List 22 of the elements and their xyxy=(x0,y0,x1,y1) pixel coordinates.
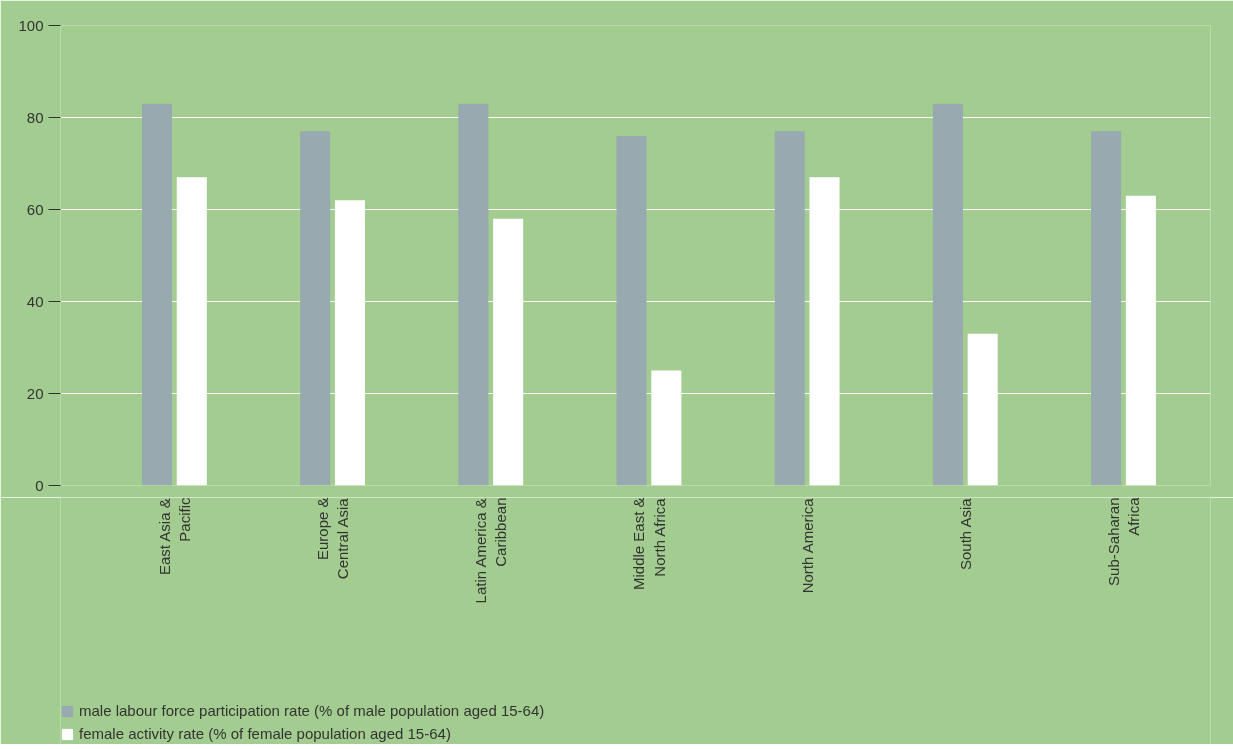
y-tick-label: 40 xyxy=(26,292,44,310)
bar xyxy=(1091,131,1122,486)
y-tick-label: 0 xyxy=(35,476,44,494)
legend-label: male labour force participation rate (% of male population aged 15-64) xyxy=(79,702,545,719)
x-tick-label: North America xyxy=(798,497,816,594)
bar xyxy=(774,131,805,486)
bar xyxy=(458,103,489,486)
legend-label: female activity rate (% of female population aged 15-64) xyxy=(79,725,451,742)
x-tick-label: Sub-Saharan Africa xyxy=(1104,496,1143,586)
x-tick-label: East Asia & Pacific xyxy=(155,497,194,576)
y-tick-label: 100 xyxy=(18,16,44,34)
x-tick-label: Middle East & North Africa xyxy=(630,497,668,591)
bar xyxy=(932,103,963,486)
x-tick-label: Europe & Central Asia xyxy=(313,497,352,580)
x-tick-label: Latin America & Caribbean xyxy=(472,497,510,604)
bar xyxy=(141,103,173,486)
bar xyxy=(616,135,647,486)
y-tick-label: 60 xyxy=(26,200,44,218)
x-tick-label: South Asia xyxy=(956,497,974,571)
y-tick-label: 20 xyxy=(26,384,44,402)
bar xyxy=(300,131,331,486)
y-tick-label: 80 xyxy=(26,108,44,126)
